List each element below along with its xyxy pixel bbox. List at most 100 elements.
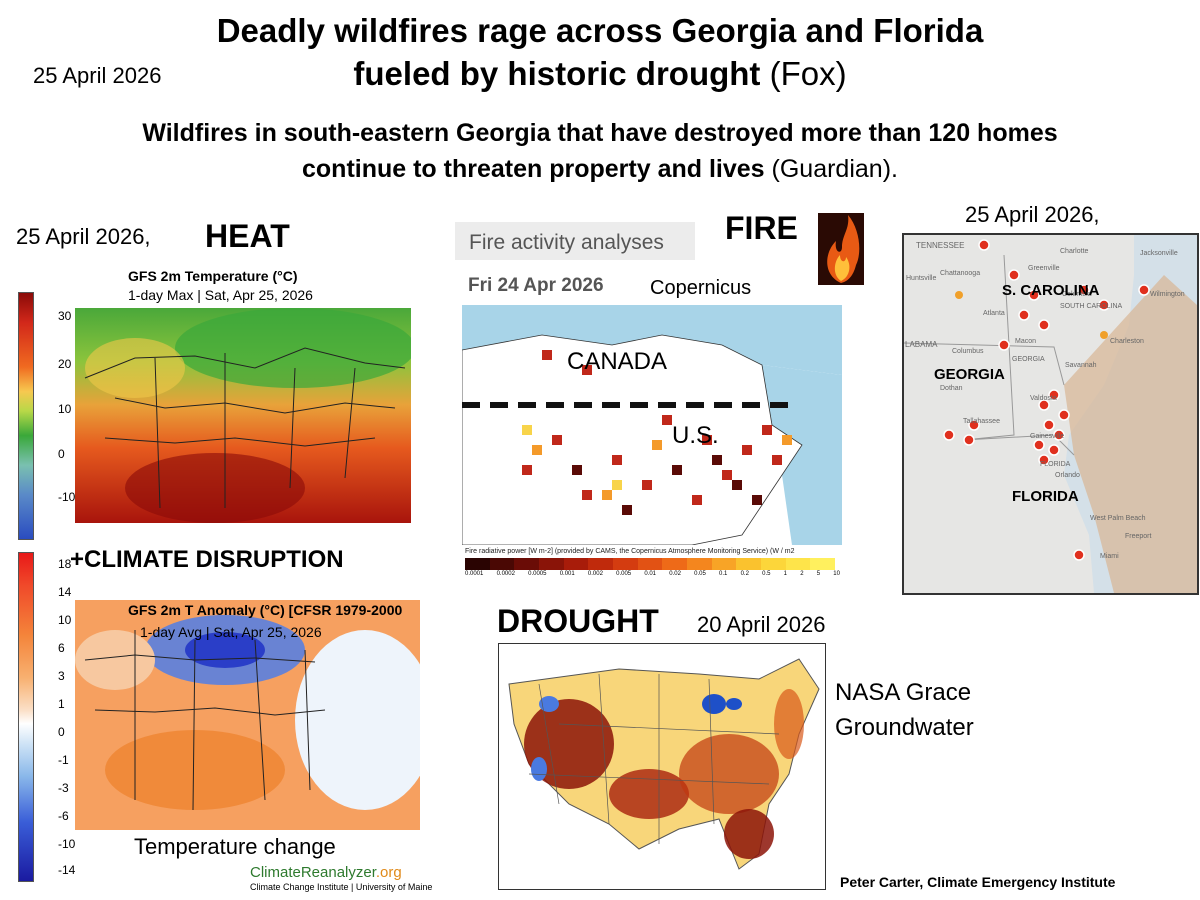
heat-colorbar: 30 20 10 0 -10 [18, 292, 78, 540]
fire-legend-tick: 0.002 [587, 571, 603, 577]
fire-legend-tick: 2 [800, 571, 804, 577]
fire-analysis-banner: Fire activity analyses [455, 222, 695, 260]
place-label: Charlotte [1060, 248, 1089, 255]
fire-legend-tick: 0.005 [616, 571, 632, 577]
heat-tick: 20 [58, 357, 72, 371]
credit-tld: .org [375, 864, 402, 881]
drought-source-line-2: Groundwater [835, 714, 974, 741]
fire-legend-tick: 0.0005 [528, 571, 547, 577]
heat-map-subtitle: 1-day Max | Sat, Apr 25, 2026 [128, 287, 313, 303]
drought-label: DROUGHT [497, 603, 659, 639]
anomaly-tick: 18 [58, 557, 72, 571]
headline-line-2: fueled by historic drought (Fox) [0, 53, 1200, 95]
us-label: U.S. [672, 422, 719, 449]
fire-label: FIRE [725, 210, 798, 246]
place-label: Chattanooga [940, 270, 981, 277]
canada-label: CANADA [567, 348, 668, 375]
fire-legend-tick: 0.05 [694, 571, 706, 577]
anomaly-map [75, 600, 420, 830]
place-label: Savannah [1065, 362, 1097, 369]
place-label: Macon [1015, 338, 1037, 345]
place-label: Freeport [1125, 533, 1152, 540]
fire-legend-ticks: 0.0001 0.0002 0.0005 0.001 0.002 0.005 0… [465, 571, 840, 581]
place-label: West Palm Beach [1090, 515, 1146, 522]
anomaly-tick: 3 [58, 669, 65, 683]
heat-map-title: GFS 2m Temperature (°C) [128, 268, 298, 284]
fire-legend-tick: 0.0002 [496, 571, 515, 577]
anomaly-tick: -6 [58, 809, 69, 823]
fire-legend-tick: 5 [816, 571, 821, 577]
credit-brand: ClimateReanalyzer [250, 864, 376, 881]
author-credit: Peter Carter, Climate Emergency Institut… [840, 874, 1116, 890]
place-label: Gainesville [1030, 433, 1065, 440]
anomaly-tick: 1 [58, 697, 65, 711]
place-label: SOUTH CAROLINA [1060, 303, 1123, 310]
drought-date: 20 April 2026 [697, 612, 826, 637]
drought-groundwater-map [498, 643, 826, 890]
heat-tick: 0 [58, 447, 65, 461]
place-label: FLORIDA [1040, 461, 1071, 468]
fire-legend-title: Fire radiative power [W m-2] (provided b… [465, 548, 795, 555]
drought-source-line-1: NASA Grace [835, 679, 972, 706]
fire-date: Fri 24 Apr 2026 [468, 275, 604, 296]
fire-legend-tick: 10 [833, 571, 840, 577]
temperature-change-caption: Temperature change [134, 834, 336, 859]
headline-source: (Fox) [769, 55, 847, 92]
place-label: Charleston [1110, 338, 1144, 345]
place-label: Columbia [1062, 291, 1092, 298]
state-label-georgia: GEORGIA [934, 366, 1005, 383]
place-label: Greenville [1028, 265, 1060, 272]
headline-line-1: Deadly wildfires rage across Georgia and… [216, 12, 984, 49]
place-label: Huntsville [906, 275, 937, 282]
state-label-florida: FLORIDA [1012, 488, 1079, 505]
fire-activity-map [462, 305, 842, 545]
place-label: GEORGIA [1012, 356, 1045, 363]
heat-tick: 10 [58, 402, 72, 416]
place-label: Tallahassee [963, 418, 1000, 425]
fire-legend-tick: 0.0001 [465, 571, 484, 577]
southeast-wildfire-map [902, 233, 1199, 595]
place-label: Columbus [952, 348, 984, 355]
fire-legend-tick: 1 [783, 571, 787, 577]
anomaly-tick: 6 [58, 641, 65, 655]
flame-icon [818, 213, 864, 285]
subheadline-line-1: Wildfires in south-eastern Georgia that … [142, 119, 1058, 147]
place-label: Jacksonville [1140, 250, 1178, 257]
anomaly-tick: -14 [58, 863, 76, 877]
southeast-date: 25 April 2026, [965, 202, 1100, 227]
heat-temperature-map [75, 308, 411, 523]
climate-reanalyzer-logo: ClimateReanalyzer.org [250, 864, 402, 881]
anomaly-tick: 14 [58, 585, 72, 599]
heat-date: 25 April 2026, [16, 224, 151, 249]
fire-analysis-title: Fire activity analyses [469, 231, 664, 254]
place-label: LABAMA [905, 340, 938, 349]
place-label: Orlando [1055, 472, 1080, 479]
fire-legend-tick: 0.001 [559, 571, 575, 577]
heat-label: HEAT [205, 218, 290, 254]
state-label-south-carolina: S. CAROLINA [1002, 282, 1100, 299]
place-label: Wilmington [1150, 291, 1185, 298]
heat-tick: 30 [58, 309, 72, 323]
fire-legend-bar [465, 558, 836, 570]
anomaly-map-subtitle: 1-day Avg | Sat, Apr 25, 2026 [140, 624, 322, 640]
fire-source: Copernicus [650, 277, 752, 299]
anomaly-tick: -3 [58, 781, 69, 795]
header-date: 25 April 2026 [33, 63, 162, 88]
anomaly-tick: -10 [58, 837, 76, 851]
anomaly-tick: 10 [58, 613, 72, 627]
anomaly-colorbar: 18 14 10 6 3 1 0 -1 -3 -6 -10 -14 [18, 552, 78, 882]
anomaly-map-title: GFS 2m T Anomaly (°C) [CFSR 1979-2000 [128, 602, 403, 618]
fire-legend-tick: 0.1 [719, 571, 728, 577]
subheadline-source: (Guardian). [771, 155, 898, 183]
fire-legend-tick: 0.2 [740, 571, 749, 577]
place-label: Atlanta [983, 310, 1005, 317]
subheadline-text: continue to threaten property and lives [302, 155, 765, 183]
place-label: Valdosta [1030, 395, 1057, 402]
place-label: Dothan [940, 385, 963, 392]
fire-legend-tick: 0.02 [669, 571, 681, 577]
credit-institute: Climate Change Institute | University of… [250, 882, 433, 892]
place-label: TENNESSEE [916, 241, 965, 250]
headline-text: fueled by historic drought [353, 55, 761, 92]
heat-tick: -10 [58, 490, 76, 504]
anomaly-tick: 0 [58, 725, 65, 739]
